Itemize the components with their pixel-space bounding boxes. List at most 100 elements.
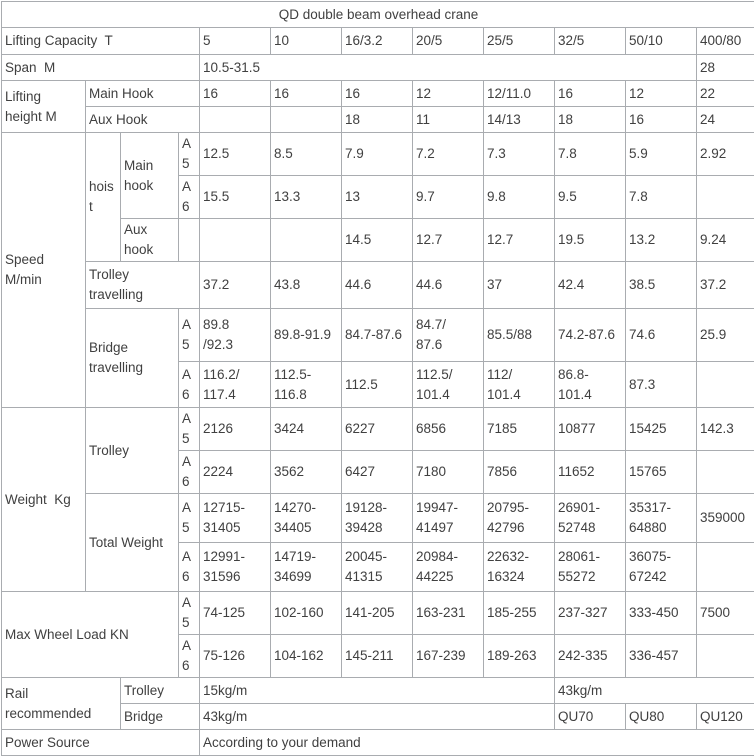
value-cell: 7185 — [484, 408, 555, 451]
value-cell: 112.5 — [342, 362, 413, 408]
row-label-hoist-main-hook: Main hook — [121, 133, 179, 219]
value-cell: 16 — [200, 81, 271, 107]
value-cell: 35317- 64880 — [626, 494, 697, 543]
value-cell: 86.8- 101.4 — [555, 362, 626, 408]
value-cell: 18 — [555, 107, 626, 133]
value-cell: 359000 — [697, 494, 754, 543]
value-cell: 28061- 55272 — [555, 543, 626, 592]
value-cell: 75-126 — [200, 635, 271, 678]
value-cell: 15.5 — [200, 176, 271, 219]
value-cell — [200, 219, 271, 262]
value-cell: 43.8 — [271, 262, 342, 309]
value-cell: 6227 — [342, 408, 413, 451]
value-cell — [697, 635, 754, 678]
value-cell: 102-160 — [271, 592, 342, 635]
row-label-max-wheel-load: Max Wheel Load KN — [2, 592, 179, 678]
value-cell: 12/11.0 — [484, 81, 555, 107]
row-label-weight: Weight Kg — [2, 408, 86, 592]
value-cell: 12 — [626, 81, 697, 107]
value-cell: 28 — [697, 55, 754, 81]
row-label-rail-bridge: Bridge — [121, 704, 200, 730]
value-cell: 13.2 — [626, 219, 697, 262]
value-cell: 112/ 101.4 — [484, 362, 555, 408]
table-row: QD double beam overhead crane — [2, 2, 754, 28]
value-cell — [697, 451, 754, 494]
value-cell: 24 — [697, 107, 754, 133]
value-cell: 10.5-31.5 — [200, 55, 697, 81]
row-label-lifting-height: Lifting height M — [2, 81, 86, 133]
value-cell: 43kg/m — [555, 678, 754, 704]
table-title: QD double beam overhead crane — [2, 2, 754, 28]
value-cell: 12 — [413, 81, 484, 107]
class-a5: A5 — [179, 494, 200, 543]
value-cell: 9.7 — [413, 176, 484, 219]
value-cell: 12.7 — [413, 219, 484, 262]
value-cell: 7.3 — [484, 133, 555, 176]
value-cell: 336-457 — [626, 635, 697, 678]
value-cell: 14.5 — [342, 219, 413, 262]
value-cell: 16/3.2 — [342, 28, 413, 55]
value-cell: 13.3 — [271, 176, 342, 219]
class-a6: A6 — [179, 543, 200, 592]
value-cell: 185-255 — [484, 592, 555, 635]
class-a5: A5 — [179, 309, 200, 362]
value-cell: 37 — [484, 262, 555, 309]
class-a6: A6 — [179, 635, 200, 678]
row-label-speed: Speed M/min — [2, 133, 86, 408]
value-cell: 2126 — [200, 408, 271, 451]
value-cell: 7.8 — [626, 176, 697, 219]
value-cell: 14/13 — [484, 107, 555, 133]
row-label-power-source: Power Source — [2, 730, 200, 756]
value-cell: 9.24 — [697, 219, 754, 262]
value-cell: 11652 — [555, 451, 626, 494]
value-cell: 19128- 39428 — [342, 494, 413, 543]
value-cell: 7856 — [484, 451, 555, 494]
value-cell: 25/5 — [484, 28, 555, 55]
value-cell: 18 — [342, 107, 413, 133]
value-cell: 10 — [271, 28, 342, 55]
value-cell: 16 — [271, 81, 342, 107]
row-label-hoist-aux-hook: Aux hook — [121, 219, 179, 262]
value-cell: 19.5 — [555, 219, 626, 262]
value-cell: 11 — [413, 107, 484, 133]
row-label-lifting-capacity: Lifting Capacity T — [2, 28, 200, 55]
class-a5: A5 — [179, 133, 200, 176]
value-cell: 104-162 — [271, 635, 342, 678]
value-cell: 7500 — [697, 592, 754, 635]
value-cell: 167-239 — [413, 635, 484, 678]
value-cell: 22632- 16324 — [484, 543, 555, 592]
value-cell: 237-327 — [555, 592, 626, 635]
value-cell: 116.2/ 117.4 — [200, 362, 271, 408]
value-cell: 25.9 — [697, 309, 754, 362]
value-cell: 7180 — [413, 451, 484, 494]
value-cell: 7.2 — [413, 133, 484, 176]
value-cell: 87.3 — [626, 362, 697, 408]
value-cell: 50/10 — [626, 28, 697, 55]
value-cell: 37.2 — [697, 262, 754, 309]
value-cell: 16 — [626, 107, 697, 133]
row-label-hoist: hoist — [86, 133, 121, 262]
value-cell: 26901- 52748 — [555, 494, 626, 543]
row-label-aux-hook: Aux Hook — [86, 107, 200, 133]
value-cell: 2.92 — [697, 133, 754, 176]
value-cell: 16 — [555, 81, 626, 107]
row-label-rail-recommended: Rail recommended — [2, 678, 121, 730]
value-cell: 42.4 — [555, 262, 626, 309]
value-cell: According to your demand — [200, 730, 754, 756]
row-label-span: Span M — [2, 55, 200, 81]
value-cell: 333-450 — [626, 592, 697, 635]
value-cell: 2224 — [200, 451, 271, 494]
value-cell: 9.8 — [484, 176, 555, 219]
value-cell: 12715- 31405 — [200, 494, 271, 543]
value-cell: 14719- 34699 — [271, 543, 342, 592]
